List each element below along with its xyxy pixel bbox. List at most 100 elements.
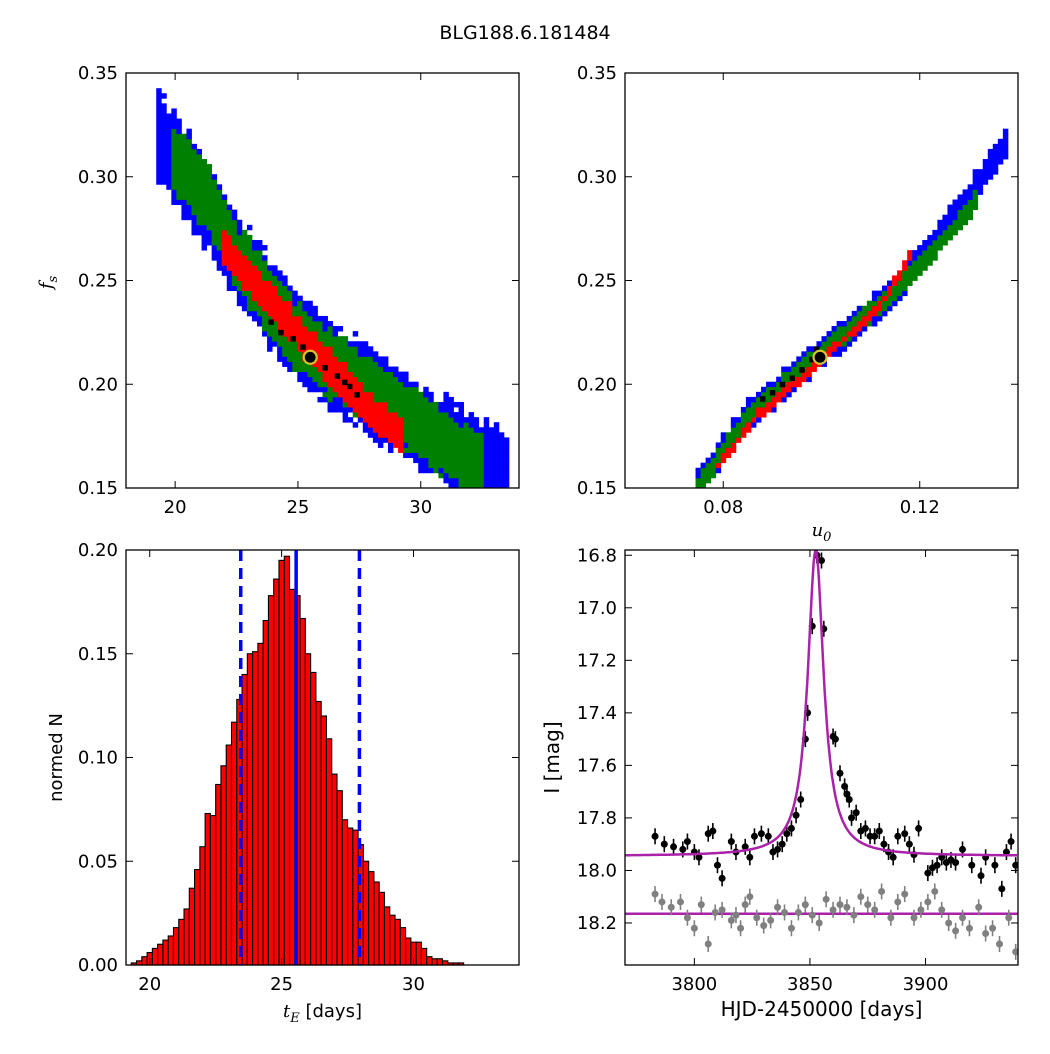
heatmap-cell	[937, 224, 943, 231]
heatmap-cell	[166, 128, 172, 135]
heatmap-cell	[262, 285, 268, 292]
heatmap-cell	[156, 93, 162, 99]
histogram-bar	[378, 891, 386, 966]
heatmap-cell	[468, 422, 475, 428]
heatmap-cell	[176, 138, 182, 145]
heatmap-cell	[317, 381, 323, 388]
heatmap-cell	[262, 280, 268, 286]
heatmap-cell	[302, 341, 308, 347]
heatmap-cell	[443, 417, 449, 423]
heatmap-cell	[927, 255, 933, 261]
heatmap-cell	[251, 305, 258, 312]
heatmap-cell	[776, 386, 782, 393]
heatmap-cell	[438, 467, 444, 474]
y-tick-label: 0.30	[78, 167, 118, 188]
heatmap-cell	[438, 417, 444, 423]
heatmap-cell	[267, 285, 273, 292]
heatmap-cell	[806, 371, 812, 378]
heatmap-cell	[211, 229, 218, 236]
heatmap-cell	[766, 396, 772, 403]
heatmap-cell	[458, 442, 464, 448]
heatmap-cell	[957, 199, 963, 205]
heatmap-cell	[831, 326, 838, 332]
best-cell	[268, 319, 274, 325]
heatmap-cell	[907, 280, 913, 286]
heatmap-cell	[226, 214, 233, 221]
heatmap-cell	[317, 366, 323, 372]
data-point	[924, 869, 932, 877]
histogram-bar	[273, 578, 280, 966]
heatmap-cell	[241, 285, 248, 292]
heatmap-cell	[176, 199, 182, 205]
heatmap-cell	[287, 356, 293, 362]
heatmap-cell	[881, 310, 888, 317]
heatmap-cell	[912, 270, 918, 276]
heatmap-cell	[257, 265, 263, 271]
heatmap-cell	[196, 148, 202, 155]
heatmap-cell	[226, 285, 233, 292]
heatmap-cell	[927, 245, 933, 251]
heatmap-cell	[947, 204, 953, 211]
heatmap-cell	[493, 447, 500, 453]
heatmap-cell	[156, 143, 162, 150]
heatmap-cell	[367, 391, 374, 398]
heatmap-cell	[443, 391, 449, 398]
heatmap-cell	[201, 184, 208, 190]
heatmap-cell	[982, 169, 989, 175]
heatmap-cell	[892, 285, 898, 292]
heatmap-cell	[277, 346, 283, 352]
heatmap-cell	[282, 285, 288, 292]
data-point	[670, 843, 678, 851]
heatmap-cell	[423, 422, 429, 428]
data-point	[975, 903, 983, 911]
heatmap-cell	[302, 366, 308, 372]
heatmap-cell	[236, 219, 243, 226]
heatmap-cell	[463, 442, 470, 448]
heatmap-cell	[483, 437, 490, 443]
heatmap-cell	[171, 159, 177, 165]
heatmap-cell	[246, 290, 253, 297]
heatmap-cell	[413, 396, 419, 403]
heatmap-cell	[362, 407, 369, 413]
data-point	[801, 901, 809, 909]
heatmap-cell	[952, 219, 958, 226]
heatmap-cell	[287, 326, 293, 332]
heatmap-cell	[957, 194, 963, 200]
heatmap-cell	[226, 234, 233, 241]
heatmap-cell	[211, 234, 218, 241]
heatmap-cell	[181, 179, 187, 185]
heatmap-cell	[246, 255, 253, 261]
data-point	[1005, 914, 1013, 922]
heatmap-cell	[251, 270, 258, 276]
heatmap-cell	[307, 320, 313, 327]
histogram-bar	[331, 773, 338, 966]
heatmap-cell	[327, 341, 333, 347]
heatmap-cell	[327, 386, 333, 393]
heatmap-cell	[292, 320, 298, 327]
heatmap-cell	[498, 472, 505, 479]
data-point	[857, 893, 865, 901]
heatmap-cell	[796, 376, 802, 383]
heatmap-cell	[347, 391, 354, 398]
heatmap-cell	[161, 169, 167, 175]
heatmap-cell	[241, 270, 248, 276]
heatmap-cell	[367, 371, 374, 378]
histogram-bar	[310, 671, 317, 966]
heatmap-cell	[448, 462, 454, 469]
heatmap-cell	[443, 437, 449, 443]
heatmap-cell	[473, 472, 480, 479]
heatmap-cell	[871, 305, 878, 312]
heatmap-cell	[251, 255, 258, 261]
histogram-bar	[283, 555, 291, 966]
heatmap-cell	[287, 295, 293, 302]
heatmap-cell	[206, 224, 213, 231]
heatmap-cell	[251, 280, 258, 286]
heatmap-cell	[201, 224, 208, 231]
heatmap-cell	[418, 412, 424, 418]
heatmap-cell	[231, 285, 238, 292]
heatmap-cell	[418, 452, 424, 459]
heatmap-cell	[287, 341, 293, 347]
heatmap-cell	[156, 103, 162, 109]
heatmap-cell	[498, 442, 505, 448]
best-cell	[799, 367, 805, 373]
